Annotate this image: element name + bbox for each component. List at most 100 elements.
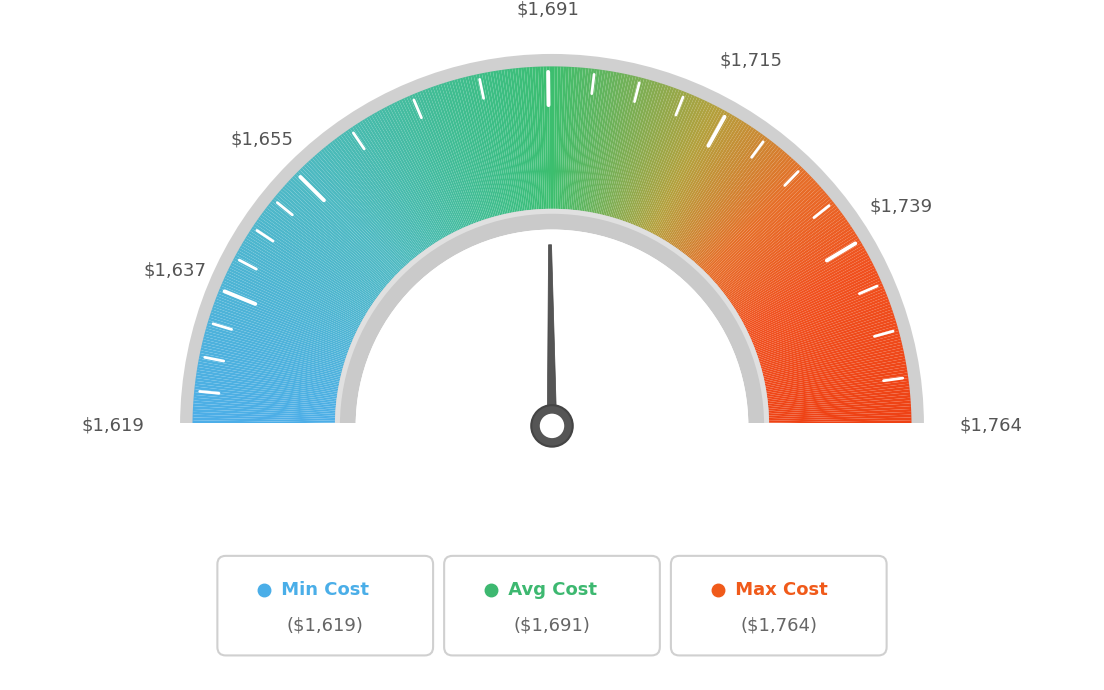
Wedge shape	[474, 75, 507, 215]
Wedge shape	[577, 69, 597, 212]
Wedge shape	[245, 236, 369, 313]
Wedge shape	[240, 246, 365, 319]
Wedge shape	[237, 250, 364, 322]
Wedge shape	[731, 226, 852, 308]
Wedge shape	[732, 228, 854, 309]
Wedge shape	[767, 395, 911, 409]
Wedge shape	[719, 197, 831, 290]
Wedge shape	[614, 81, 658, 219]
Wedge shape	[747, 273, 879, 335]
Wedge shape	[367, 117, 443, 241]
Wedge shape	[226, 270, 358, 334]
Wedge shape	[206, 326, 344, 367]
Wedge shape	[263, 210, 380, 298]
Wedge shape	[720, 199, 832, 291]
Wedge shape	[766, 384, 910, 402]
Wedge shape	[739, 246, 864, 319]
Wedge shape	[230, 265, 359, 331]
Wedge shape	[204, 334, 343, 372]
FancyBboxPatch shape	[444, 556, 660, 655]
Wedge shape	[758, 323, 898, 366]
Wedge shape	[220, 286, 353, 344]
Polygon shape	[548, 245, 558, 442]
Wedge shape	[193, 412, 337, 419]
Wedge shape	[335, 209, 769, 426]
Wedge shape	[707, 176, 813, 277]
Wedge shape	[283, 186, 391, 284]
Wedge shape	[590, 72, 617, 214]
Wedge shape	[379, 110, 449, 237]
Wedge shape	[479, 73, 510, 215]
Wedge shape	[583, 70, 605, 213]
Wedge shape	[742, 255, 870, 325]
Wedge shape	[194, 392, 337, 407]
Wedge shape	[703, 170, 806, 273]
Wedge shape	[235, 253, 363, 324]
Wedge shape	[638, 96, 698, 228]
Wedge shape	[193, 409, 337, 417]
Wedge shape	[764, 356, 905, 386]
Wedge shape	[767, 392, 910, 407]
Wedge shape	[696, 158, 794, 266]
Wedge shape	[300, 168, 402, 272]
Text: $1,739: $1,739	[870, 197, 933, 215]
Wedge shape	[329, 142, 420, 257]
Wedge shape	[215, 296, 351, 350]
Wedge shape	[214, 302, 350, 353]
Wedge shape	[764, 364, 906, 391]
Wedge shape	[762, 342, 902, 377]
Wedge shape	[357, 122, 436, 245]
Wedge shape	[538, 66, 545, 210]
Wedge shape	[625, 88, 677, 224]
Wedge shape	[399, 99, 461, 230]
Wedge shape	[646, 102, 710, 232]
Wedge shape	[743, 257, 871, 326]
Wedge shape	[713, 186, 821, 284]
Wedge shape	[354, 124, 435, 246]
Wedge shape	[705, 174, 810, 276]
Wedge shape	[425, 88, 477, 224]
Wedge shape	[306, 162, 405, 268]
Wedge shape	[751, 286, 884, 344]
Wedge shape	[433, 86, 482, 222]
Wedge shape	[651, 107, 720, 235]
Wedge shape	[607, 79, 647, 218]
Wedge shape	[678, 133, 763, 251]
Wedge shape	[255, 221, 374, 305]
Wedge shape	[736, 238, 860, 315]
FancyBboxPatch shape	[217, 556, 433, 655]
Wedge shape	[423, 90, 476, 225]
Wedge shape	[192, 417, 337, 422]
Wedge shape	[562, 67, 572, 210]
Wedge shape	[192, 415, 337, 421]
Wedge shape	[764, 362, 906, 388]
Wedge shape	[224, 275, 357, 337]
Wedge shape	[238, 248, 364, 320]
Wedge shape	[559, 66, 566, 210]
Wedge shape	[193, 395, 337, 409]
Wedge shape	[449, 81, 491, 219]
Wedge shape	[312, 156, 410, 265]
Wedge shape	[194, 386, 338, 404]
Wedge shape	[633, 92, 690, 226]
Wedge shape	[555, 66, 561, 210]
Wedge shape	[670, 126, 752, 246]
Wedge shape	[567, 68, 581, 211]
Wedge shape	[692, 152, 787, 263]
Wedge shape	[376, 111, 448, 237]
Wedge shape	[192, 420, 337, 424]
Wedge shape	[481, 72, 511, 215]
Wedge shape	[208, 320, 346, 364]
Wedge shape	[266, 206, 382, 295]
Wedge shape	[736, 240, 861, 316]
Wedge shape	[348, 128, 431, 248]
Wedge shape	[369, 115, 444, 240]
Wedge shape	[672, 127, 754, 248]
Wedge shape	[193, 404, 337, 414]
Wedge shape	[723, 208, 839, 297]
Wedge shape	[195, 381, 338, 400]
Wedge shape	[333, 139, 423, 255]
Wedge shape	[211, 309, 348, 357]
Wedge shape	[516, 68, 532, 211]
Wedge shape	[272, 199, 384, 291]
